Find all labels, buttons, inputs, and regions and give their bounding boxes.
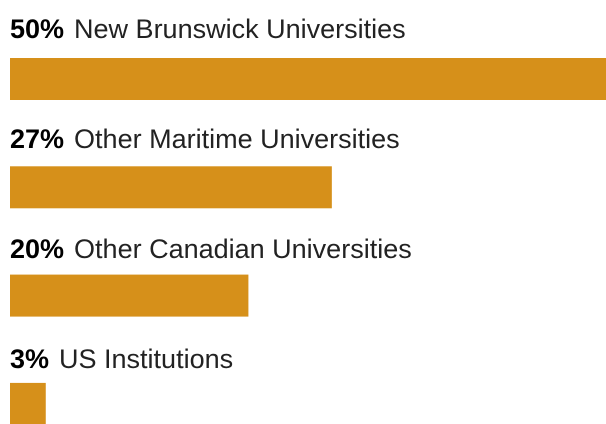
value-label: 20%: [10, 234, 64, 264]
bar: [10, 382, 46, 424]
category-label: US Institutions: [59, 344, 233, 374]
bar: [10, 58, 606, 100]
category-label: New Brunswick Universities: [74, 14, 406, 44]
value-label: 50%: [10, 14, 64, 44]
bar-label: 27% Other Maritime Universities: [10, 124, 400, 154]
category-label: Other Maritime Universities: [74, 124, 400, 154]
bar: [10, 274, 249, 317]
bar-label: 50% New Brunswick Universities: [10, 14, 406, 44]
value-label: 27%: [10, 124, 64, 154]
category-label: Other Canadian Universities: [74, 234, 412, 264]
bar-label: 3% US Institutions: [10, 344, 233, 374]
bar-label: 20% Other Canadian Universities: [10, 234, 412, 264]
value-label: 3%: [10, 344, 49, 374]
bar: [10, 166, 332, 209]
